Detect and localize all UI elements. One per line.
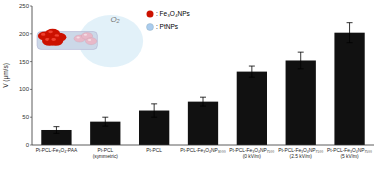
error-line xyxy=(203,97,204,106)
x-tick-label-line: (symmetric) xyxy=(93,154,119,159)
x-tick-label: Pt-PCL xyxy=(146,148,162,153)
legend-swatch xyxy=(147,11,154,18)
inset-illustration: O₂ xyxy=(37,15,143,67)
error-cap xyxy=(53,133,59,134)
x-tick-label: Pt-PCL-Fe₃O₄NP₇₅₀₀(2.5 kV/m) xyxy=(278,148,323,159)
bubble xyxy=(79,15,143,67)
error-cap xyxy=(347,42,353,43)
y-tick-label: 150 xyxy=(19,59,30,65)
legend-entry: : PtNPs xyxy=(156,23,179,30)
fe3o4-sphere xyxy=(48,37,63,46)
sphere-highlight xyxy=(51,38,56,41)
sphere-highlight xyxy=(88,39,91,41)
y-axis-line xyxy=(32,6,33,145)
y-axis-label: V (μm/s) xyxy=(2,63,10,88)
error-line xyxy=(154,104,155,117)
y-tick-label: 200 xyxy=(19,31,30,37)
error-cap xyxy=(200,97,206,98)
legend-entry: : Fe₃O₄NPs xyxy=(156,10,191,17)
error-line xyxy=(349,23,350,43)
error-cap xyxy=(347,22,353,23)
legend-swatch xyxy=(147,24,154,31)
x-tick-label-line: Pt-PCL-Fe₃O₄NP₇₅₀₀ xyxy=(278,148,323,153)
x-tick-label-line: Pt-PCL-Fe₃O₄NP₇₅₀₀ xyxy=(327,148,372,153)
x-tick-label-line: (2.5 kV/m) xyxy=(290,154,313,159)
y-tick xyxy=(30,61,32,62)
x-tick-label-line: Pt-PCL-Fe₃O₄-PAA xyxy=(36,148,78,153)
y-tick-label: 250 xyxy=(19,3,30,9)
x-axis-line xyxy=(32,145,374,146)
y-tick xyxy=(30,117,32,118)
error-line xyxy=(300,52,301,69)
bar xyxy=(334,33,364,145)
x-tick-label-line: (5 kV/m) xyxy=(340,154,359,159)
x-tick-label: Pt-PCL-Fe₃O₄NP₃₀₀₀ xyxy=(180,148,225,153)
error-bar xyxy=(249,66,255,77)
bars xyxy=(41,23,364,145)
error-line xyxy=(105,117,106,126)
sphere-highlight xyxy=(76,36,79,38)
chart: 0 50 100 150 200 250 V (μm/s) Pt-PCL-Fe₃O₄-PAA P… xyxy=(0,0,378,169)
x-tick-label-line: Pt-PCL xyxy=(146,148,162,153)
error-cap xyxy=(298,52,304,53)
y-tick-label: 50 xyxy=(22,114,29,120)
y-tick-label: 0 xyxy=(26,142,30,148)
error-bar xyxy=(53,127,59,134)
x-tick-label: Pt-PCL-Fe₃O₄NP₇₅₀₀(5 kV/m) xyxy=(327,148,372,159)
error-cap xyxy=(53,126,59,127)
x-tick-label-line: Pt-PCL-Fe₃O₄NP₇₅₀₀ xyxy=(229,148,274,153)
error-cap xyxy=(298,68,304,69)
x-tick-label-line: Pt-PCL xyxy=(97,148,113,153)
y-tick xyxy=(30,145,32,146)
error-bar xyxy=(200,97,206,106)
x-tick-label-line: (0 kV/m) xyxy=(243,154,262,159)
error-cap xyxy=(102,117,108,118)
error-cap xyxy=(249,77,255,78)
y-tick xyxy=(30,6,32,7)
sphere-highlight xyxy=(48,30,53,33)
x-tick-label-line: Pt-PCL-Fe₃O₄NP₃₀₀₀ xyxy=(180,148,225,153)
pt-sphere xyxy=(85,38,96,45)
error-bar xyxy=(102,117,108,126)
annotation: O₂ xyxy=(110,15,119,24)
error-cap xyxy=(200,106,206,107)
x-tick-label: Pt-PCL-Fe₃O₄NP₇₅₀₀(0 kV/m) xyxy=(229,148,274,159)
bar xyxy=(286,60,316,145)
error-bar xyxy=(298,52,304,69)
error-bar xyxy=(151,104,157,117)
sphere-highlight xyxy=(84,34,87,36)
bar xyxy=(188,102,218,145)
error-cap xyxy=(151,117,157,118)
y-tick-label: 100 xyxy=(19,86,30,92)
error-cap xyxy=(102,126,108,127)
sphere-highlight xyxy=(41,33,46,36)
x-tick-label: Pt-PCL-Fe₃O₄-PAA xyxy=(36,148,78,153)
error-line xyxy=(56,127,57,134)
y-tick xyxy=(30,33,32,34)
error-cap xyxy=(249,66,255,67)
y-tick xyxy=(30,89,32,90)
error-line xyxy=(251,66,252,77)
x-tick-label: Pt-PCL(symmetric) xyxy=(93,148,119,159)
error-bar xyxy=(347,23,353,43)
legend: : Fe₃O₄NPs : PtNPs xyxy=(147,10,191,30)
error-cap xyxy=(151,103,157,104)
bar xyxy=(237,72,267,145)
